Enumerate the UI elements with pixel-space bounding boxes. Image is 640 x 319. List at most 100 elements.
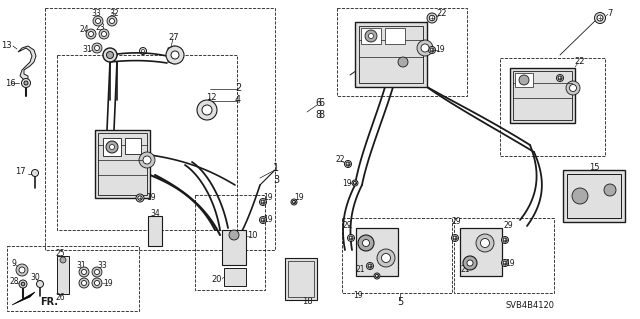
Text: 15: 15 xyxy=(589,164,599,173)
Text: 2: 2 xyxy=(235,83,241,93)
Text: 32: 32 xyxy=(109,9,119,18)
Text: 33: 33 xyxy=(91,9,101,18)
Bar xyxy=(515,73,533,87)
Bar xyxy=(460,228,502,276)
Circle shape xyxy=(476,234,494,252)
Circle shape xyxy=(367,263,374,270)
Circle shape xyxy=(429,47,435,54)
Text: 22: 22 xyxy=(436,10,447,19)
Circle shape xyxy=(467,260,473,266)
Text: 20: 20 xyxy=(211,276,222,285)
Bar xyxy=(57,256,69,294)
Text: 8: 8 xyxy=(315,110,321,120)
Bar xyxy=(57,55,237,230)
Circle shape xyxy=(557,75,563,81)
Bar xyxy=(355,22,427,87)
Circle shape xyxy=(143,156,151,164)
Circle shape xyxy=(346,162,350,166)
Circle shape xyxy=(352,180,358,186)
Circle shape xyxy=(79,278,89,288)
Circle shape xyxy=(93,16,103,26)
Text: 19: 19 xyxy=(103,278,113,287)
Text: 19: 19 xyxy=(505,258,515,268)
Text: 19: 19 xyxy=(563,73,573,83)
Bar xyxy=(95,130,150,198)
Bar xyxy=(125,138,141,154)
Circle shape xyxy=(503,261,507,265)
Circle shape xyxy=(365,30,377,42)
Text: 19: 19 xyxy=(146,194,156,203)
Bar xyxy=(510,68,575,123)
Text: 29: 29 xyxy=(451,218,461,226)
Circle shape xyxy=(374,273,380,279)
Text: 27: 27 xyxy=(169,33,179,42)
Circle shape xyxy=(140,48,147,55)
Text: 10: 10 xyxy=(247,231,257,240)
Circle shape xyxy=(261,200,265,204)
Circle shape xyxy=(558,76,562,80)
Circle shape xyxy=(202,105,212,115)
Circle shape xyxy=(381,254,390,263)
Bar xyxy=(7,246,139,311)
Circle shape xyxy=(398,57,408,67)
Circle shape xyxy=(453,236,457,240)
Circle shape xyxy=(481,239,490,248)
Text: 9: 9 xyxy=(12,258,17,268)
Polygon shape xyxy=(18,46,36,80)
Circle shape xyxy=(81,280,86,286)
Circle shape xyxy=(24,81,28,85)
Text: 18: 18 xyxy=(301,298,312,307)
Circle shape xyxy=(92,43,102,53)
Circle shape xyxy=(451,234,458,241)
Text: 34: 34 xyxy=(150,209,160,218)
Circle shape xyxy=(368,264,372,268)
Circle shape xyxy=(429,15,435,21)
Circle shape xyxy=(21,282,25,286)
Text: 6: 6 xyxy=(318,98,324,108)
Text: 12: 12 xyxy=(205,93,216,101)
Circle shape xyxy=(197,100,217,120)
Circle shape xyxy=(572,188,588,204)
Circle shape xyxy=(95,280,99,286)
Text: 31: 31 xyxy=(82,46,92,55)
Text: 19: 19 xyxy=(353,291,363,300)
Text: 1: 1 xyxy=(273,163,279,173)
Circle shape xyxy=(106,51,113,58)
Circle shape xyxy=(107,16,117,26)
Circle shape xyxy=(353,181,356,185)
Bar xyxy=(454,218,554,293)
Text: 29: 29 xyxy=(342,220,352,229)
Text: 22: 22 xyxy=(575,57,585,66)
Text: 24: 24 xyxy=(79,26,89,34)
Circle shape xyxy=(375,274,379,278)
Bar xyxy=(361,28,381,44)
Bar xyxy=(513,71,572,120)
Circle shape xyxy=(19,280,27,288)
Bar xyxy=(224,268,246,286)
Circle shape xyxy=(348,234,355,241)
Text: 31: 31 xyxy=(76,261,86,270)
Text: 3: 3 xyxy=(273,175,279,185)
Circle shape xyxy=(259,198,266,205)
Circle shape xyxy=(92,278,102,288)
Bar xyxy=(195,195,265,290)
Bar xyxy=(567,174,621,218)
Bar xyxy=(359,26,423,83)
Circle shape xyxy=(463,256,477,270)
Circle shape xyxy=(362,240,369,247)
Circle shape xyxy=(138,196,142,200)
Bar xyxy=(342,218,452,293)
Bar xyxy=(500,58,605,156)
Text: 8: 8 xyxy=(318,110,324,120)
Polygon shape xyxy=(12,292,35,305)
Circle shape xyxy=(595,12,605,24)
Bar xyxy=(222,230,246,265)
Circle shape xyxy=(358,235,374,251)
Text: 19: 19 xyxy=(263,216,273,225)
Circle shape xyxy=(291,199,297,205)
Text: 4: 4 xyxy=(235,95,241,105)
Bar xyxy=(285,258,317,300)
Bar xyxy=(356,228,398,276)
Circle shape xyxy=(503,238,507,242)
Text: 21: 21 xyxy=(460,265,470,275)
